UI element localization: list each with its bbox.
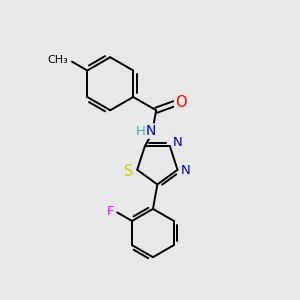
Text: H: H [136, 124, 146, 138]
Text: F: F [107, 205, 115, 218]
Text: S: S [124, 164, 134, 179]
Text: N: N [181, 164, 190, 177]
Text: N: N [146, 124, 156, 138]
Text: O: O [175, 95, 186, 110]
Text: CH₃: CH₃ [48, 55, 68, 65]
Text: N: N [173, 136, 183, 149]
